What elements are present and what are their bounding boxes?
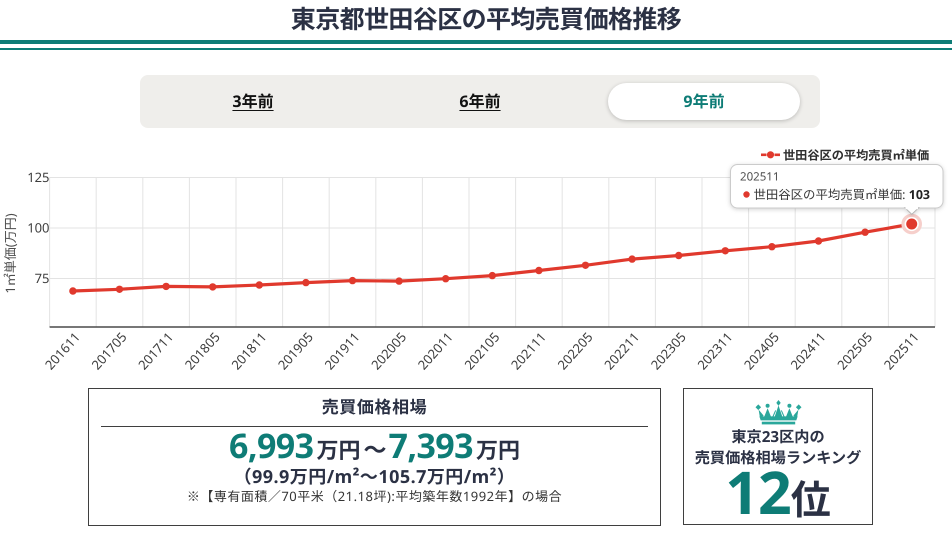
svg-text:201805: 201805 xyxy=(180,328,223,373)
svg-text:世田谷区の平均売買㎡単価: 世田谷区の平均売買㎡単価 xyxy=(783,146,929,163)
svg-text:202505: 202505 xyxy=(833,328,876,373)
svg-text:75: 75 xyxy=(35,269,50,287)
svg-text:202511: 202511 xyxy=(740,170,779,185)
svg-text:201711: 201711 xyxy=(134,328,177,373)
svg-text:201705: 201705 xyxy=(87,328,130,373)
svg-text:201905: 201905 xyxy=(274,328,317,373)
svg-text:世田谷区の平均売買㎡単価: 103: 世田谷区の平均売買㎡単価: 103 xyxy=(754,186,931,203)
svg-text:202305: 202305 xyxy=(646,328,689,373)
svg-text:201811: 201811 xyxy=(227,328,270,373)
svg-text:202211: 202211 xyxy=(600,328,643,373)
svg-text:202511: 202511 xyxy=(879,328,922,373)
svg-text:1㎡単価(万円): 1㎡単価(万円) xyxy=(1,213,19,293)
svg-text:202311: 202311 xyxy=(693,328,736,373)
svg-text:202405: 202405 xyxy=(740,328,783,373)
svg-text:201611: 201611 xyxy=(41,328,84,373)
svg-text:202011: 202011 xyxy=(413,328,456,373)
svg-text:201911: 201911 xyxy=(320,328,363,373)
svg-text:202111: 202111 xyxy=(507,328,550,373)
svg-text:202005: 202005 xyxy=(367,328,410,373)
svg-text:202105: 202105 xyxy=(460,328,503,373)
svg-text:202411: 202411 xyxy=(786,328,829,373)
svg-text:125: 125 xyxy=(27,168,49,186)
svg-text:100: 100 xyxy=(27,218,49,236)
svg-text:202205: 202205 xyxy=(553,328,596,373)
